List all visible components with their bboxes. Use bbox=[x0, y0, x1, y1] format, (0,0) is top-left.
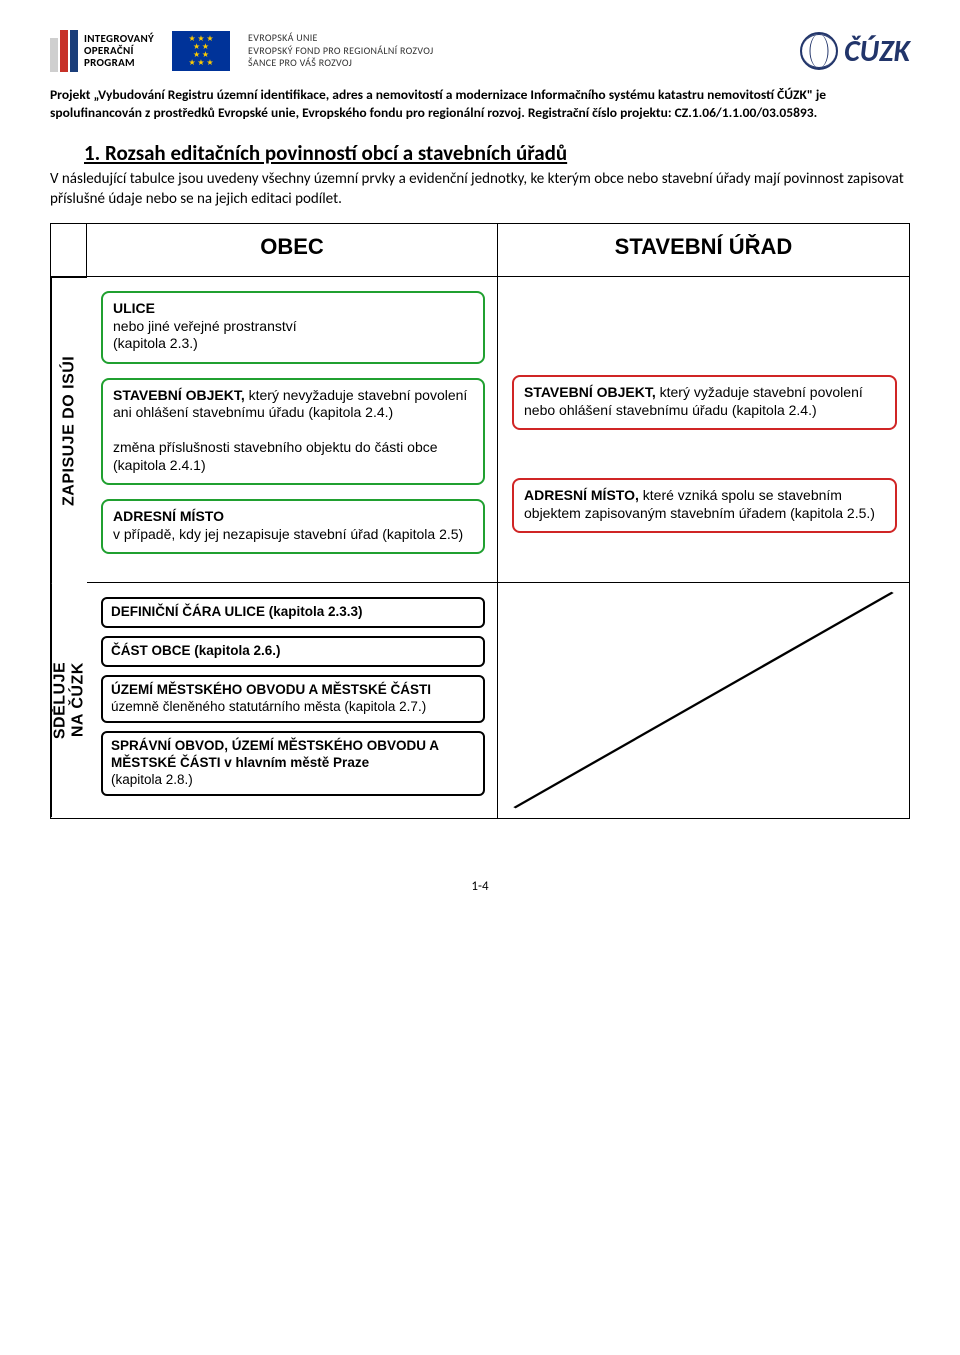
box-heading: ÚZEMÍ MĚSTSKÉHO OBVODU A MĚSTSKÉ ČÁSTI bbox=[111, 682, 431, 697]
diagonal-slash-icon bbox=[498, 583, 909, 817]
iop-bars-icon bbox=[50, 30, 78, 72]
project-blurb: Projekt „Vybudování Registru územní iden… bbox=[50, 86, 910, 122]
box-heading: SPRÁVNÍ OBVOD, ÚZEMÍ MĚSTSKÉHO OBVODU A … bbox=[111, 738, 439, 770]
col-su-bottom-empty bbox=[498, 583, 909, 817]
box-uzemi-mestskeho-obvodu: ÚZEMÍ MĚSTSKÉHO OBVODU A MĚSTSKÉ ČÁSTI ú… bbox=[101, 675, 485, 723]
col-header-obec: OBEC bbox=[87, 224, 498, 277]
iop-logo: INTEGROVANÝOPERAČNÍPROGRAM bbox=[50, 30, 154, 72]
box-adresni-misto-obec: ADRESNÍ MÍSTO v případě, kdy jej nezapis… bbox=[101, 499, 485, 554]
box-stavebni-objekt-su: STAVEBNÍ OBJEKT, který vyžaduje stavební… bbox=[512, 375, 897, 430]
box-heading: ADRESNÍ MÍSTO, bbox=[524, 487, 639, 503]
page-number: 1-4 bbox=[50, 879, 910, 894]
box-adresni-misto-su: ADRESNÍ MÍSTO, které vzniká spolu se sta… bbox=[512, 478, 897, 533]
section-title: 1. Rozsah editačních povinností obcí a s… bbox=[84, 140, 910, 166]
box-heading: ČÁST OBCE (kapitola 2.6.) bbox=[111, 643, 281, 658]
box-body: (kapitola 2.8.) bbox=[111, 772, 193, 787]
cuzk-logo-text: ČÚZK bbox=[844, 33, 910, 70]
col-obec-bottom: DEFINIČNÍ ČÁRA ULICE (kapitola 2.3.3) ČÁ… bbox=[87, 583, 498, 817]
box-heading: DEFINIČNÍ ČÁRA ULICE (kapitola 2.3.3) bbox=[111, 604, 363, 619]
box-ulice: ULICE nebo jiné veřejné prostranství(kap… bbox=[101, 291, 485, 364]
iop-logo-text: INTEGROVANÝOPERAČNÍPROGRAM bbox=[84, 33, 154, 69]
box-stavebni-objekt-obec: STAVEBNÍ OBJEKT, který nevyžaduje staveb… bbox=[101, 378, 485, 486]
box-heading: ADRESNÍ MÍSTO bbox=[113, 508, 224, 524]
box-heading: STAVEBNÍ OBJEKT, bbox=[113, 387, 245, 403]
responsibilities-diagram: OBEC STAVEBNÍ ÚŘAD ZAPISUJE DO ISÚI ULIC… bbox=[50, 223, 910, 818]
cuzk-logo: ČÚZK bbox=[800, 32, 910, 70]
col-header-stavebni-urad: STAVEBNÍ ÚŘAD bbox=[498, 224, 909, 277]
eu-flag-icon: ★ ★ ★★ ★★ ★★ ★ ★ bbox=[172, 31, 230, 71]
col-obec-top: ULICE nebo jiné veřejné prostranství(kap… bbox=[87, 277, 498, 583]
box-heading: ULICE bbox=[113, 300, 155, 316]
intro-text: V následující tabulce jsou uvedeny všech… bbox=[50, 170, 910, 209]
box-definicni-cara: DEFINIČNÍ ČÁRA ULICE (kapitola 2.3.3) bbox=[101, 597, 485, 628]
header-logos: INTEGROVANÝOPERAČNÍPROGRAM ★ ★ ★★ ★★ ★★ … bbox=[50, 30, 910, 72]
side-label-sdeluje: SDĚLUJENA ČÚZK bbox=[51, 583, 87, 817]
box-body: nebo jiné veřejné prostranství(kapitola … bbox=[113, 318, 297, 352]
box-body: v případě, kdy jej nezapisuje stavební ú… bbox=[113, 526, 463, 542]
box-cast-obce: ČÁST OBCE (kapitola 2.6.) bbox=[101, 636, 485, 667]
globe-icon bbox=[800, 32, 838, 70]
box-body: územně členěného statutárního města (kap… bbox=[111, 699, 426, 714]
col-su-top: STAVEBNÍ OBJEKT, který vyžaduje stavební… bbox=[498, 277, 909, 583]
box-spravni-obvod: SPRÁVNÍ OBVOD, ÚZEMÍ MĚSTSKÉHO OBVODU A … bbox=[101, 731, 485, 796]
box-heading: STAVEBNÍ OBJEKT, bbox=[524, 384, 656, 400]
eu-text: EVROPSKÁ UNIEEVROPSKÝ FOND PRO REGIONÁLN… bbox=[248, 32, 433, 70]
side-label-zapisuje: ZAPISUJE DO ISÚI bbox=[51, 277, 87, 583]
